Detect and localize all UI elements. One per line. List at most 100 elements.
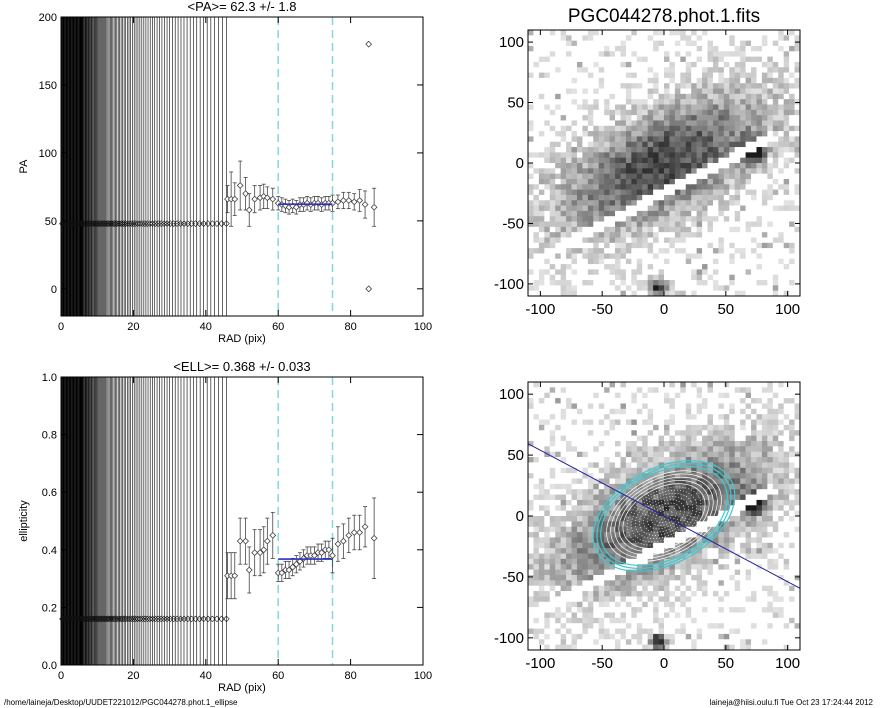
image-pixel xyxy=(664,628,670,635)
image-pixel xyxy=(598,403,605,410)
image-pixel xyxy=(555,141,561,148)
image-pixel xyxy=(658,131,665,137)
image-pixel xyxy=(571,505,578,511)
image-pixel xyxy=(772,104,779,111)
image-pixel xyxy=(555,168,561,174)
image-pixel xyxy=(664,88,670,95)
image-pixel xyxy=(587,120,594,127)
image-pixel xyxy=(549,462,556,469)
image-pixel xyxy=(528,607,534,613)
image-pixel xyxy=(723,216,730,222)
image-pixel xyxy=(642,446,648,452)
image-pixel xyxy=(778,77,784,84)
image-pixel xyxy=(729,253,736,260)
image-pixel xyxy=(696,558,703,565)
image-pixel xyxy=(576,104,583,111)
image-pixel xyxy=(691,99,697,105)
image-pixel xyxy=(653,56,659,63)
image-pixel xyxy=(658,125,665,132)
image-pixel xyxy=(778,258,784,265)
image-pixel xyxy=(707,430,714,436)
image-pixel xyxy=(598,440,605,447)
image-pixel xyxy=(761,104,768,111)
image-pixel xyxy=(674,607,681,613)
image-pixel xyxy=(609,473,616,479)
image-pixel xyxy=(587,152,594,158)
image-pixel xyxy=(636,237,643,244)
image-pixel xyxy=(789,226,795,233)
image-pixel xyxy=(680,446,687,452)
image-pixel xyxy=(718,67,725,73)
image-pixel xyxy=(664,168,670,174)
image-pixel xyxy=(549,168,556,174)
image-pixel xyxy=(598,505,605,511)
image-pixel xyxy=(555,623,561,629)
image-pixel xyxy=(696,623,703,629)
image-pixel xyxy=(674,147,681,153)
image-pixel xyxy=(707,483,714,490)
image-pixel xyxy=(593,564,600,570)
image-pixel xyxy=(593,457,600,463)
image-pixel xyxy=(615,147,621,153)
image-pixel xyxy=(691,45,697,52)
image-pixel xyxy=(658,232,665,238)
image-pixel xyxy=(593,569,600,576)
image-pixel xyxy=(745,258,752,265)
image-pixel xyxy=(615,56,621,63)
image-pixel xyxy=(544,623,551,629)
image-pixel xyxy=(723,136,730,143)
image-pixel xyxy=(620,617,627,624)
image-pixel xyxy=(783,184,790,190)
image-pixel xyxy=(604,258,610,265)
image-pixel xyxy=(669,226,676,233)
image-pixel xyxy=(544,189,551,196)
image-pixel xyxy=(544,280,551,286)
image-pixel xyxy=(544,548,551,554)
image-pixel xyxy=(631,483,638,490)
image-pixel xyxy=(696,574,703,581)
image-pixel xyxy=(560,157,567,164)
image-pixel xyxy=(642,607,648,613)
image-pixel xyxy=(587,473,594,479)
image-pixel xyxy=(625,617,632,624)
image-pixel xyxy=(778,35,784,41)
image-pixel xyxy=(778,125,784,132)
image-pixel xyxy=(712,184,719,190)
image-pixel xyxy=(658,35,665,41)
image-pixel xyxy=(756,56,763,63)
image-pixel xyxy=(772,210,779,217)
image-pixel xyxy=(653,264,659,270)
image-pixel xyxy=(674,644,681,651)
image-pixel xyxy=(549,120,556,127)
image-pixel xyxy=(718,93,725,100)
image-pixel xyxy=(587,248,594,254)
image-pixel xyxy=(685,40,692,47)
image-pixel xyxy=(609,184,616,190)
image-pixel xyxy=(544,451,551,458)
image-pixel xyxy=(609,216,616,222)
image-pixel xyxy=(625,585,632,592)
image-pixel xyxy=(560,553,567,560)
image-pixel xyxy=(653,612,659,619)
image-pixel xyxy=(544,574,551,581)
image-pixel xyxy=(631,67,638,73)
y-tick-label: 150 xyxy=(39,80,57,92)
image-pixel xyxy=(544,77,551,84)
image-pixel xyxy=(734,285,741,291)
image-pixel xyxy=(664,56,670,63)
image-pixel xyxy=(685,510,692,517)
image-pixel xyxy=(680,280,687,286)
image-pixel xyxy=(707,542,714,549)
image-pixel xyxy=(772,216,779,222)
image-pixel xyxy=(625,83,632,89)
image-pixel xyxy=(571,564,578,570)
image-pixel xyxy=(571,67,578,73)
image-pixel xyxy=(712,99,719,105)
image-pixel xyxy=(647,157,654,164)
image-pixel xyxy=(642,136,648,143)
image-pixel xyxy=(587,387,594,394)
image-pixel xyxy=(528,521,534,528)
image-pixel xyxy=(767,157,774,164)
image-pixel xyxy=(560,258,567,265)
image-pixel xyxy=(702,558,708,565)
